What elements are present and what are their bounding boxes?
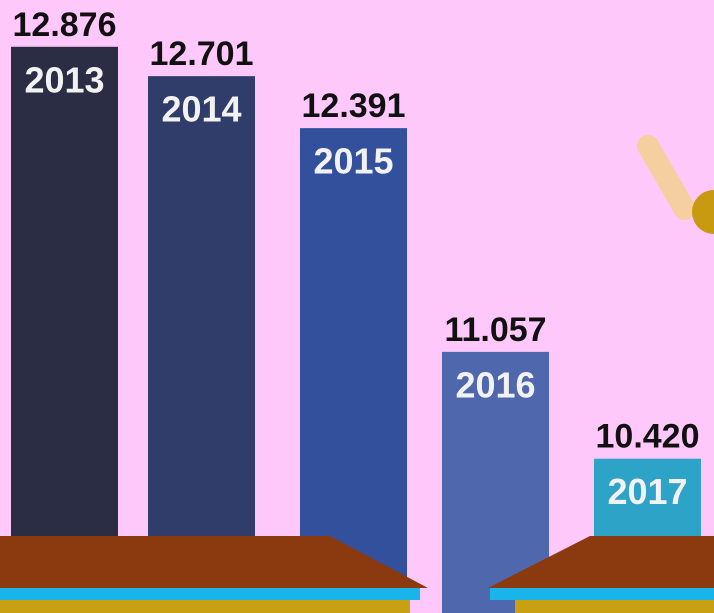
strip: [490, 588, 714, 600]
bar: [300, 128, 407, 613]
decor: [0, 134, 714, 613]
category-label: 2013: [24, 59, 104, 100]
value-label: 12.876: [13, 6, 117, 44]
roof: [488, 536, 714, 588]
handle: [692, 190, 714, 234]
bar: [11, 46, 118, 613]
value-label: 12.701: [150, 35, 254, 73]
value-label: 10.420: [596, 418, 700, 456]
strip: [0, 600, 410, 613]
bars: 12.876 2013 12.701 2014 12.391 2015 11.057 2016…: [11, 6, 701, 613]
stick: [637, 134, 696, 221]
strip: [0, 588, 420, 600]
strip: [515, 600, 714, 613]
value-label: 12.391: [302, 87, 406, 125]
category-label: 2015: [313, 141, 393, 182]
category-label: 2014: [161, 89, 241, 130]
category-label: 2017: [607, 471, 687, 512]
category-label: 2016: [455, 364, 535, 405]
bar: [148, 76, 255, 613]
roof: [0, 536, 428, 588]
value-label: 11.057: [444, 311, 546, 349]
